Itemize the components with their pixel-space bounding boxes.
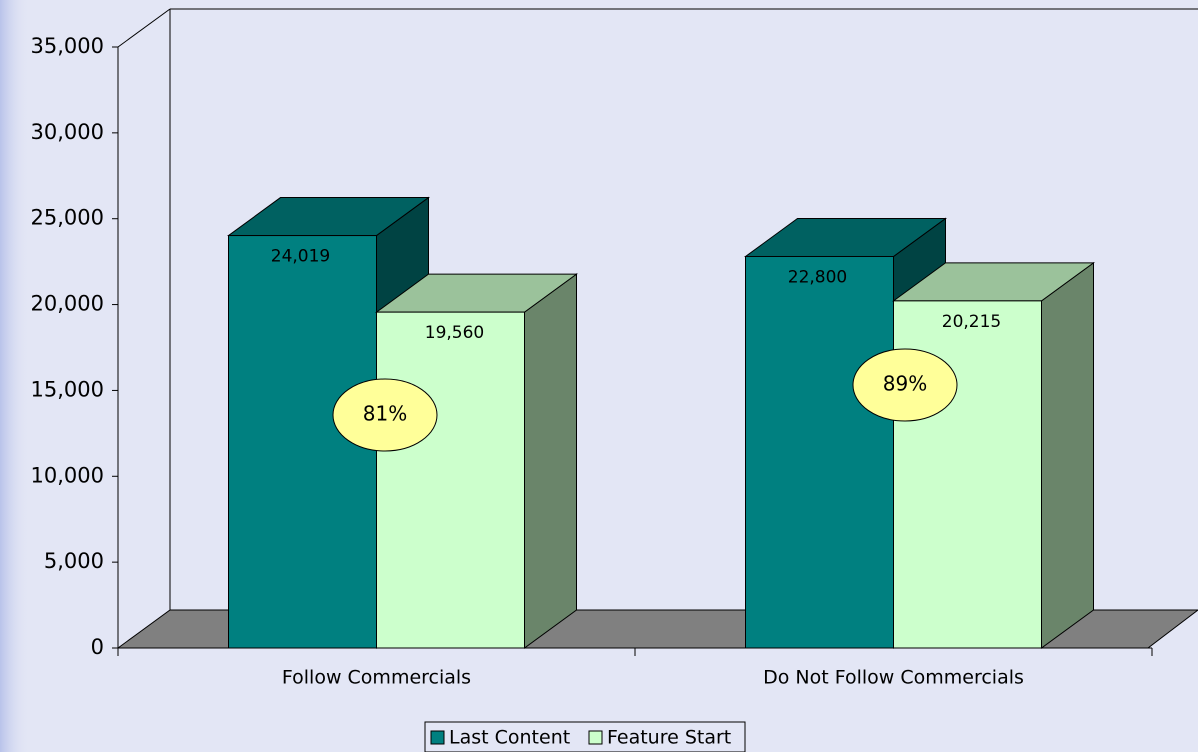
- value-label: 22,800: [788, 267, 847, 287]
- y-tick-label: 35,000: [31, 34, 104, 58]
- y-tick-label: 15,000: [31, 377, 104, 401]
- value-label: 24,019: [271, 247, 330, 267]
- value-label: 20,215: [942, 312, 1001, 332]
- value-label: 19,560: [425, 323, 484, 343]
- bar: [745, 255, 894, 649]
- bar-side: [524, 273, 577, 649]
- y-tick-label: 30,000: [31, 120, 104, 144]
- legend-swatch: [430, 730, 445, 745]
- y-tick-label: 0: [91, 635, 104, 659]
- bar-side: [1041, 261, 1094, 649]
- background-edge: [0, 0, 30, 752]
- annotation: 81%: [363, 402, 407, 426]
- y-tick-label: 10,000: [31, 463, 104, 487]
- wall-diagonal: [117, 8, 171, 48]
- legend-box: [424, 721, 746, 752]
- x-tick-label: Follow Commercials: [282, 667, 471, 689]
- y-tick-label: 25,000: [31, 206, 104, 230]
- annotation: 89%: [883, 372, 927, 396]
- annotation-bubble: [332, 378, 438, 452]
- legend-label: Feature Start: [607, 727, 731, 749]
- x-tick-label: Do Not Follow Commercials: [763, 667, 1024, 689]
- legend-swatch: [588, 730, 603, 745]
- annotation-bubble: [852, 348, 958, 422]
- legend-label: Last Content: [449, 727, 570, 749]
- y-tick-label: 20,000: [31, 292, 104, 316]
- y-tick-label: 5,000: [44, 549, 104, 573]
- bar: [376, 311, 525, 649]
